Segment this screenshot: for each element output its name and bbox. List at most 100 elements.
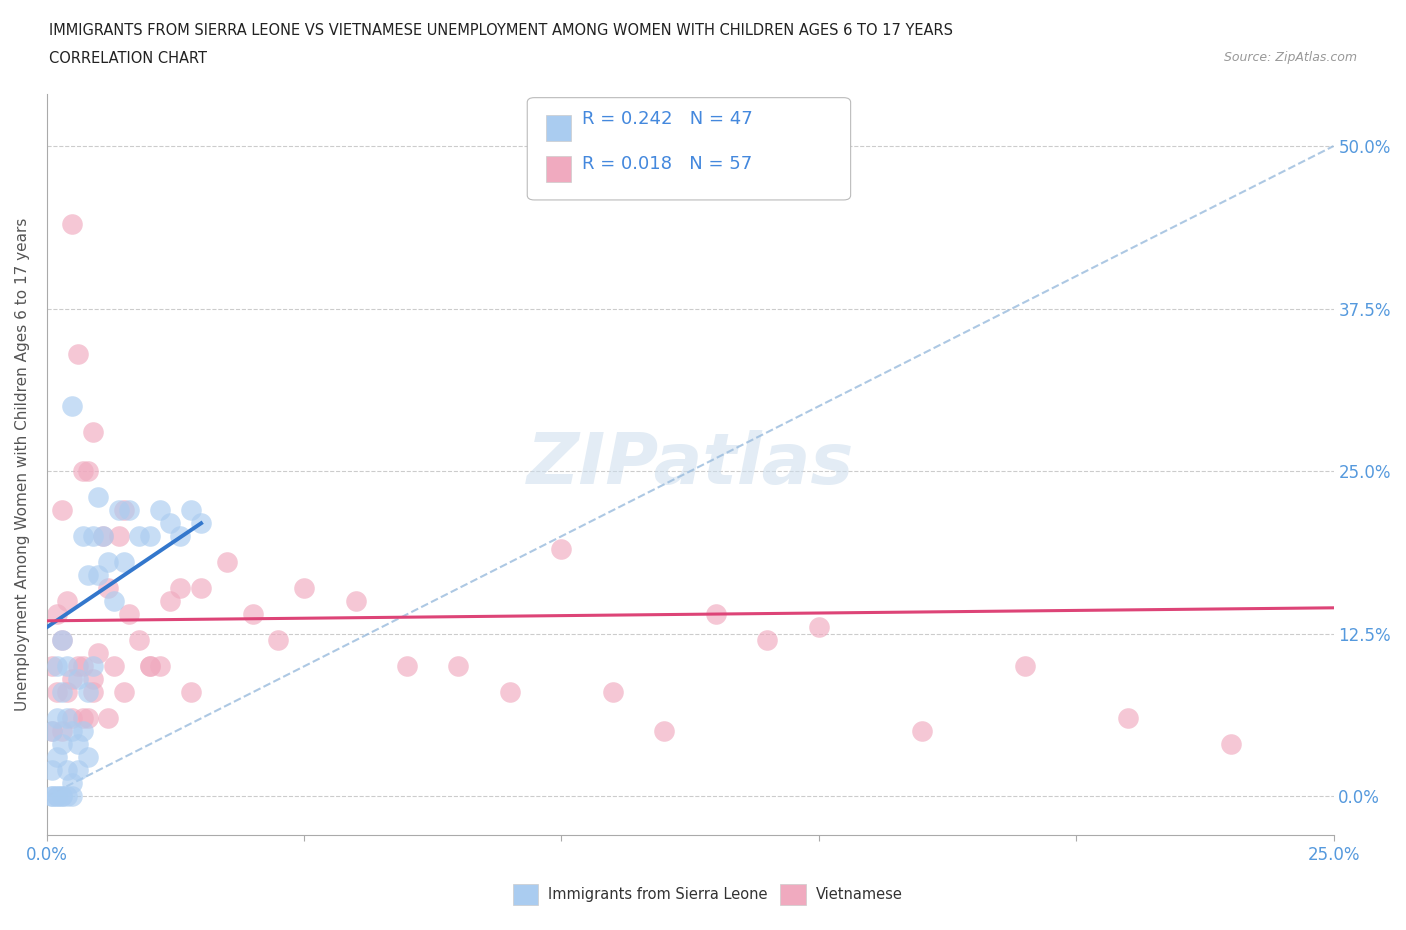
Point <box>76 684 98 699</box>
Point <box>112 684 135 699</box>
Text: Vietnamese: Vietnamese <box>815 887 903 902</box>
Point <box>128 633 150 648</box>
Point <box>60 776 83 790</box>
Point <box>51 684 73 699</box>
Point <box>41 724 63 738</box>
Point <box>159 594 181 609</box>
Point <box>654 724 676 738</box>
Point <box>60 711 83 725</box>
Point <box>66 737 89 751</box>
Point <box>51 724 73 738</box>
Point <box>118 607 141 622</box>
Point <box>395 659 418 674</box>
Point <box>138 659 160 674</box>
Point <box>1219 737 1241 751</box>
Point <box>215 555 238 570</box>
Point <box>138 659 160 674</box>
Point <box>76 464 98 479</box>
Point <box>82 684 104 699</box>
Point <box>41 724 63 738</box>
Point <box>138 529 160 544</box>
Point <box>128 529 150 544</box>
Point <box>41 789 63 804</box>
Point <box>756 633 779 648</box>
Point <box>72 464 94 479</box>
Point <box>112 555 135 570</box>
Point <box>550 542 572 557</box>
Point <box>911 724 934 738</box>
Point <box>56 763 79 777</box>
Point <box>97 711 120 725</box>
Point <box>1014 659 1036 674</box>
Text: Immigrants from Sierra Leone: Immigrants from Sierra Leone <box>548 887 768 902</box>
Point <box>46 789 69 804</box>
Point <box>46 684 69 699</box>
Point <box>87 646 110 661</box>
Point <box>66 659 89 674</box>
Point <box>180 684 202 699</box>
Point <box>190 516 212 531</box>
Point <box>76 711 98 725</box>
Point <box>103 659 125 674</box>
Point <box>51 633 73 648</box>
Y-axis label: Unemployment Among Women with Children Ages 6 to 17 years: Unemployment Among Women with Children A… <box>15 218 30 711</box>
Point <box>46 711 69 725</box>
Point <box>46 607 69 622</box>
Point <box>41 789 63 804</box>
Point <box>242 607 264 622</box>
Point <box>82 529 104 544</box>
Point <box>87 490 110 505</box>
Point <box>56 594 79 609</box>
Point <box>60 724 83 738</box>
Point <box>169 529 191 544</box>
Point <box>807 620 830 635</box>
Point <box>159 516 181 531</box>
Text: ZIPatlas: ZIPatlas <box>526 431 853 499</box>
Point <box>344 594 367 609</box>
Point <box>66 671 89 686</box>
Text: Source: ZipAtlas.com: Source: ZipAtlas.com <box>1223 51 1357 64</box>
Text: CORRELATION CHART: CORRELATION CHART <box>49 51 207 66</box>
Point <box>60 789 83 804</box>
Point <box>66 347 89 362</box>
Point <box>46 750 69 764</box>
Point <box>76 750 98 764</box>
Point <box>66 763 89 777</box>
Point <box>149 659 172 674</box>
Point <box>91 529 114 544</box>
Point <box>112 503 135 518</box>
Point <box>46 789 69 804</box>
Point <box>447 659 470 674</box>
Text: R = 0.018   N = 57: R = 0.018 N = 57 <box>582 154 752 173</box>
Point <box>82 671 104 686</box>
Point <box>1116 711 1139 725</box>
Point <box>56 789 79 804</box>
Point <box>704 607 727 622</box>
Point <box>602 684 624 699</box>
Point <box>51 789 73 804</box>
Point <box>149 503 172 518</box>
Point <box>72 529 94 544</box>
Point <box>267 633 290 648</box>
Point <box>56 711 79 725</box>
Point <box>499 684 522 699</box>
Point <box>107 529 129 544</box>
Point <box>72 659 94 674</box>
Point <box>118 503 141 518</box>
Point <box>72 711 94 725</box>
Point <box>103 594 125 609</box>
Point <box>51 503 73 518</box>
Point <box>292 581 315 596</box>
Point <box>41 659 63 674</box>
Point <box>51 633 73 648</box>
Point <box>87 568 110 583</box>
Point <box>76 568 98 583</box>
Point <box>97 581 120 596</box>
Point <box>56 659 79 674</box>
Point <box>107 503 129 518</box>
Point <box>41 763 63 777</box>
Point <box>82 659 104 674</box>
Text: R = 0.242   N = 47: R = 0.242 N = 47 <box>582 110 752 128</box>
Point <box>72 724 94 738</box>
Point <box>82 425 104 440</box>
